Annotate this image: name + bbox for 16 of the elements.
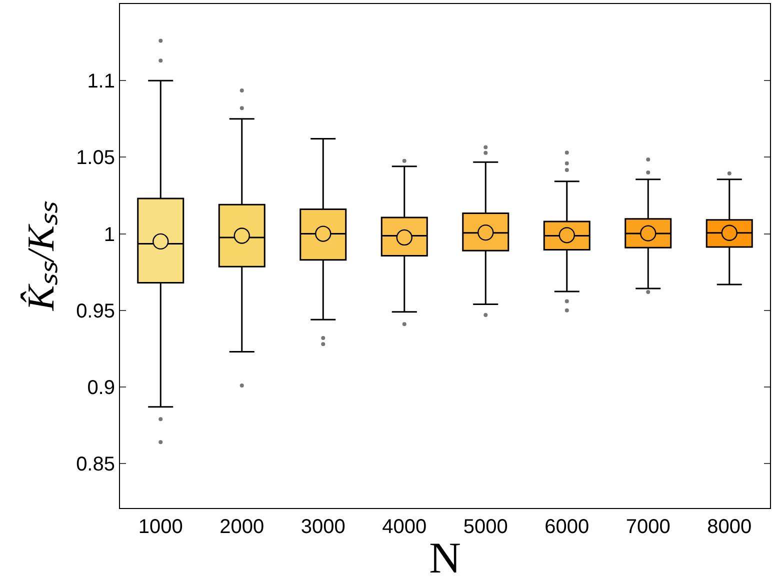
x-tick-label: 7000: [626, 516, 670, 538]
y-tick-label: 0.9: [87, 376, 115, 399]
y-axis-title: K̂ₛₛ/Kₛₛ: [20, 200, 62, 312]
x-tick-label: 1000: [138, 516, 183, 538]
y-tick-label: 1.05: [76, 147, 115, 170]
x-tick-label: 6000: [544, 516, 590, 538]
y-tick-label: 0.85: [76, 454, 115, 476]
x-axis-title: N: [429, 533, 461, 582]
y-tick-label: 0.95: [76, 300, 115, 322]
x-tick-label: 2000: [220, 516, 264, 538]
x-tick-label: 5000: [463, 516, 508, 538]
x-tick-label: 4000: [382, 516, 427, 538]
y-tick-label: 1: [104, 224, 115, 246]
x-tick-label: 8000: [707, 516, 752, 538]
x-tick-label: 3000: [300, 516, 346, 538]
y-tick-label: 1.1: [87, 70, 115, 93]
